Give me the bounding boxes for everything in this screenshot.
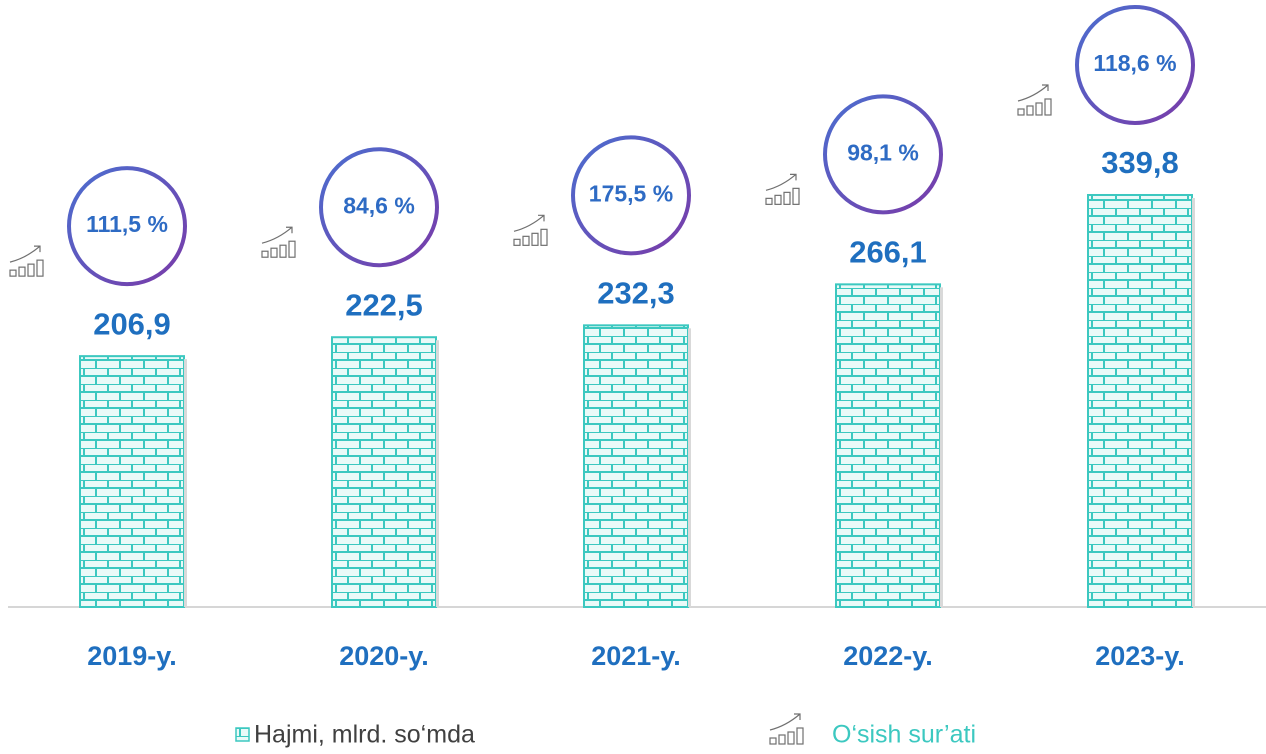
growth-icon — [769, 713, 804, 745]
bar-shadow — [1192, 197, 1195, 607]
icon-bar — [769, 737, 777, 745]
icon-bar — [540, 228, 548, 246]
growth-icon — [261, 226, 296, 258]
growth-icon — [9, 245, 44, 277]
x-tick-label: 2020-y. — [339, 641, 429, 671]
icon-bar — [261, 250, 269, 258]
bar — [1087, 193, 1193, 608]
icon-bar — [27, 263, 35, 277]
icon-bar — [1044, 98, 1052, 116]
growth-icon — [1017, 84, 1052, 116]
icon-arrow — [765, 173, 797, 191]
icon-bar — [774, 194, 782, 205]
growth-circle — [319, 147, 439, 268]
icon-bar — [1026, 105, 1034, 116]
icon-bar — [796, 727, 804, 745]
growth-label: 111,5 % — [86, 211, 168, 237]
value-label: 232,3 — [597, 276, 675, 311]
icon-bar — [531, 232, 539, 246]
bar-shadow — [436, 340, 439, 607]
icon-arrow — [9, 245, 41, 263]
growth-label: 84,6 % — [343, 192, 415, 218]
value-label: 339,8 — [1101, 145, 1179, 180]
growth-icon — [513, 214, 548, 246]
x-tick-label: 2021-y. — [591, 641, 681, 671]
legend-label: Hajmi, mlrd. so‘mda — [254, 721, 475, 749]
bar — [331, 336, 437, 608]
icon-bar — [522, 235, 530, 246]
x-tick-label: 2022-y. — [843, 641, 933, 671]
icon-arrow — [261, 226, 293, 244]
x-tick-label: 2023-y. — [1095, 641, 1185, 671]
value-label: 266,1 — [849, 235, 927, 270]
icon-bar — [36, 259, 44, 277]
icon-bar — [513, 238, 521, 246]
growth-label: 118,6 % — [1093, 50, 1176, 76]
icon-bar — [765, 197, 773, 205]
bar-shadow — [940, 287, 943, 607]
icon-bar — [778, 734, 786, 745]
icon-bar — [9, 269, 17, 277]
legend-swatch — [235, 727, 250, 742]
legend-label: O‘sish sur’ati — [832, 721, 976, 749]
growth-icon — [765, 173, 800, 205]
growth-circle — [571, 135, 691, 256]
icon-bar — [288, 240, 296, 258]
value-label: 222,5 — [345, 287, 423, 322]
icon-bar — [1035, 102, 1043, 116]
x-tick-label: 2019-y. — [87, 641, 177, 671]
icon-arrow — [769, 713, 801, 731]
growth-label: 98,1 % — [847, 139, 919, 165]
growth-circle — [1075, 4, 1195, 125]
icon-arrow — [1017, 84, 1049, 102]
icon-bar — [279, 244, 287, 258]
bar — [79, 355, 185, 609]
value-label: 206,9 — [93, 306, 171, 341]
bar-shadow — [688, 328, 691, 607]
bar — [835, 283, 941, 608]
icon-bar — [1017, 108, 1025, 116]
icon-bar — [270, 247, 278, 258]
growth-label: 175,5 % — [589, 180, 673, 206]
icon-bar — [792, 187, 800, 205]
icon-bar — [787, 731, 795, 745]
growth-circle — [67, 166, 187, 287]
bar — [583, 324, 689, 608]
growth-circle — [823, 94, 943, 215]
icon-bar — [783, 191, 791, 205]
legend-item: Hajmi, mlrd. so‘mda — [235, 721, 475, 749]
bar-shadow — [184, 359, 187, 607]
icon-bar — [18, 266, 26, 277]
icon-arrow — [513, 214, 545, 232]
